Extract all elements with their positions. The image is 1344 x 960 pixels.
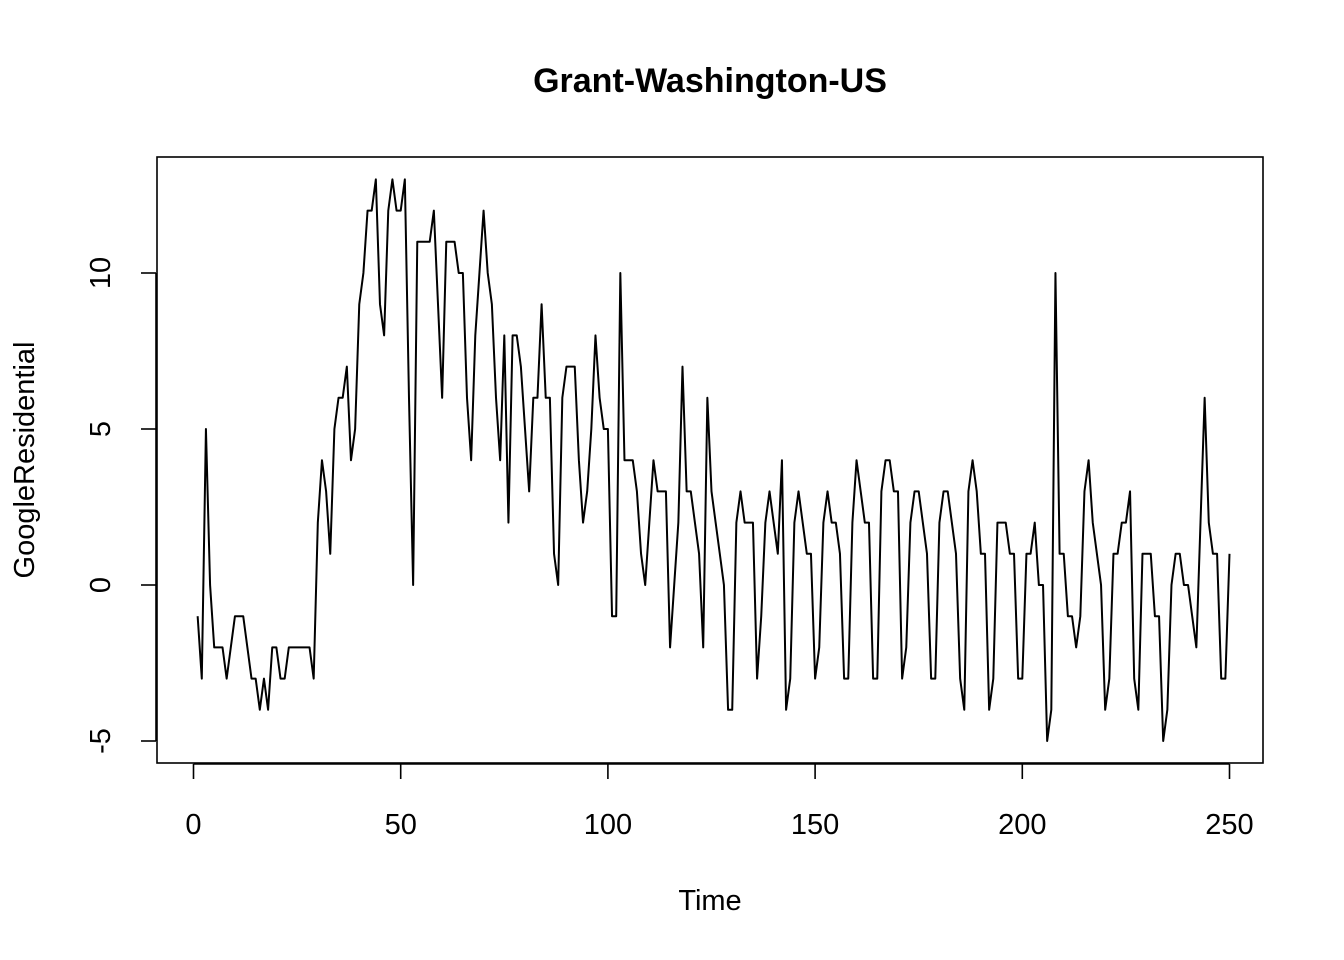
x-tick-label: 250 <box>1205 809 1253 841</box>
chart-title: Grant-Washington-US <box>533 62 887 100</box>
y-axis: -5 0 5 10 <box>85 257 157 754</box>
y-tick-label: -5 <box>85 728 117 754</box>
series-line <box>196 178 1231 742</box>
y-tick-label: 5 <box>85 421 117 437</box>
plot-frame <box>156 156 1264 764</box>
y-axis-label: GoogleResidential <box>9 342 41 579</box>
x-axis: 0 50 100 150 200 250 <box>185 763 1254 841</box>
x-tick-label: 0 <box>185 809 201 841</box>
x-tick-label: 150 <box>791 809 839 841</box>
x-tick-label: 200 <box>998 809 1046 841</box>
x-tick-label: 100 <box>584 809 632 841</box>
x-axis-label: Time <box>678 885 741 917</box>
y-tick-label: 0 <box>85 577 117 593</box>
x-tick-label: 50 <box>385 809 417 841</box>
y-tick-label: 10 <box>85 257 117 289</box>
